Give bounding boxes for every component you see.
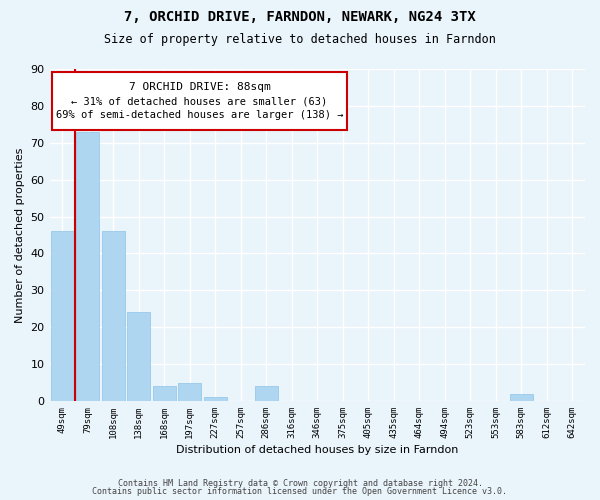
Bar: [76, 132, 99, 401]
Bar: [178, 382, 201, 401]
Text: 7, ORCHID DRIVE, FARNDON, NEWARK, NG24 3TX: 7, ORCHID DRIVE, FARNDON, NEWARK, NG24 3…: [124, 10, 476, 24]
Bar: [153, 386, 176, 401]
Bar: [127, 312, 150, 401]
Bar: [102, 232, 125, 401]
FancyBboxPatch shape: [52, 72, 347, 130]
X-axis label: Distribution of detached houses by size in Farndon: Distribution of detached houses by size …: [176, 445, 458, 455]
Bar: [255, 386, 278, 401]
Text: Contains HM Land Registry data © Crown copyright and database right 2024.: Contains HM Land Registry data © Crown c…: [118, 478, 482, 488]
Y-axis label: Number of detached properties: Number of detached properties: [15, 148, 25, 322]
Text: Size of property relative to detached houses in Farndon: Size of property relative to detached ho…: [104, 32, 496, 46]
Text: Contains public sector information licensed under the Open Government Licence v3: Contains public sector information licen…: [92, 487, 508, 496]
Bar: [51, 232, 74, 401]
Bar: [510, 394, 533, 401]
Text: ← 31% of detached houses are smaller (63): ← 31% of detached houses are smaller (63…: [71, 96, 328, 106]
Bar: [204, 398, 227, 401]
Text: 69% of semi-detached houses are larger (138) →: 69% of semi-detached houses are larger (…: [56, 110, 343, 120]
Text: 7 ORCHID DRIVE: 88sqm: 7 ORCHID DRIVE: 88sqm: [128, 82, 271, 92]
